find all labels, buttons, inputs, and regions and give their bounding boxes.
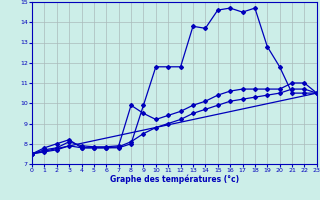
X-axis label: Graphe des températures (°c): Graphe des températures (°c) bbox=[110, 175, 239, 184]
